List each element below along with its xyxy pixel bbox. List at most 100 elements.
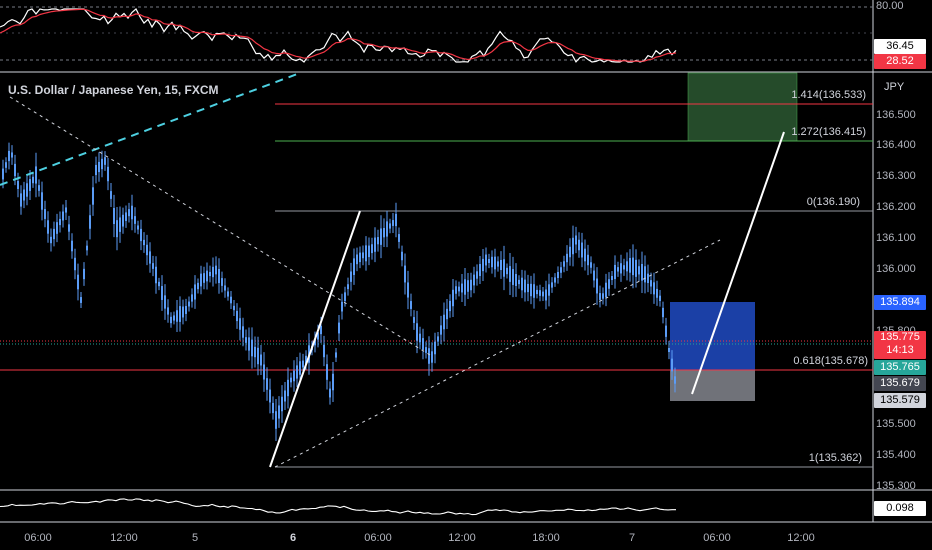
price-axis-tick: 136.300	[876, 170, 916, 182]
candle-body	[203, 273, 205, 283]
candle-body	[563, 261, 565, 267]
time-axis-tick: 12:00	[787, 532, 815, 544]
candle-body	[110, 191, 112, 199]
candle-body	[449, 300, 451, 312]
candle-body	[272, 402, 274, 414]
candle-body	[32, 176, 34, 184]
candle-body	[488, 258, 490, 264]
fib-label-1414: 1.414(136.533)	[791, 89, 866, 101]
candle-body	[509, 266, 511, 282]
candle-body	[344, 292, 346, 301]
time-axis-tick: 6	[289, 532, 297, 544]
candle-body	[455, 286, 457, 294]
candle-body	[131, 205, 133, 220]
current-price-tag: 135.775 14:13	[874, 331, 926, 359]
candle-body	[362, 252, 364, 259]
candle-body	[35, 166, 37, 184]
candle-body	[575, 235, 577, 245]
candle-body	[209, 271, 211, 277]
candle-body	[548, 284, 550, 296]
candle-body	[254, 346, 256, 358]
candle-body	[653, 282, 655, 295]
fib-label-0618: 0.618(135.678)	[793, 355, 868, 367]
candle-body	[149, 251, 151, 264]
candle-body	[56, 222, 58, 234]
time-axis-tick: 12:00	[448, 532, 476, 544]
symbol-title[interactable]: U.S. Dollar / Japanese Yen, 15, FXCM	[8, 83, 219, 97]
candle-body	[296, 365, 298, 379]
candle-body	[500, 259, 502, 271]
candle-body	[320, 325, 322, 335]
candle-body	[293, 370, 295, 382]
target-price-tag: 135.894	[874, 295, 926, 310]
candle-body	[602, 293, 604, 299]
candle-body	[263, 364, 265, 380]
candle-body	[473, 274, 475, 286]
candle-body	[218, 268, 220, 284]
candle-body	[482, 258, 484, 272]
candle-body	[440, 325, 442, 335]
impulse-line[interactable]	[269, 210, 361, 468]
candle-body	[413, 317, 415, 323]
candle-body	[98, 161, 100, 173]
rsi-value-tag: 36.45	[874, 39, 926, 54]
candle-body	[170, 316, 172, 324]
candle-body	[269, 389, 271, 403]
candle-body	[389, 223, 391, 229]
candle-body	[299, 361, 301, 375]
candle-body	[29, 179, 31, 191]
candle-body	[200, 273, 202, 287]
projection-line[interactable]	[691, 131, 785, 395]
candle-body	[332, 373, 334, 391]
candle-body	[224, 285, 226, 291]
candle-body	[554, 277, 556, 283]
price-axis-tick: 136.400	[876, 139, 916, 151]
trendline-cyan[interactable]	[0, 72, 301, 186]
candle-body	[206, 270, 208, 282]
candle-body	[377, 237, 379, 245]
position-stop-zone[interactable]	[670, 370, 755, 401]
candle-body	[317, 332, 319, 340]
candle-body	[515, 274, 517, 286]
time-axis-tick: 12:00	[110, 532, 138, 544]
candle-body	[116, 220, 118, 238]
candle-body	[356, 254, 358, 265]
candle-body	[605, 282, 607, 298]
candle-body	[494, 256, 496, 270]
trendline-descending[interactable]	[9, 96, 431, 356]
trendline-ascending[interactable]	[274, 239, 721, 468]
candle-body	[458, 286, 460, 292]
candle-body	[506, 267, 508, 275]
candle-body	[638, 266, 640, 275]
oscillator-line	[0, 498, 676, 516]
candle-body	[257, 347, 259, 365]
candle-body	[674, 376, 676, 384]
candle-body	[62, 211, 64, 221]
candle-body	[542, 291, 544, 297]
price-axis-tick: 136.200	[876, 201, 916, 213]
candle-body	[140, 228, 142, 242]
time-axis-tick: 7	[628, 532, 636, 544]
candle-body	[287, 379, 289, 397]
candle-body	[560, 267, 562, 273]
candle-body	[446, 308, 448, 320]
fib-extension-zone[interactable]	[687, 72, 798, 142]
candle-body	[557, 271, 559, 279]
candle-body	[539, 290, 541, 296]
rsi-level-label: 80.00	[876, 0, 904, 12]
price-axis-tick: 136.500	[876, 109, 916, 121]
candle-body	[146, 244, 148, 256]
oscillator-value-tag: 0.098	[874, 501, 926, 516]
candle-body	[491, 256, 493, 268]
candle-body	[392, 220, 394, 226]
candle-body	[626, 261, 628, 272]
candle-body	[641, 263, 643, 281]
candle-body	[71, 240, 73, 252]
candlestick-series[interactable]	[2, 142, 676, 442]
candle-body	[398, 234, 400, 242]
candle-body	[5, 162, 7, 168]
price-axis-tick: 135.400	[876, 449, 916, 461]
candle-body	[107, 166, 109, 182]
candle-body	[371, 244, 373, 254]
